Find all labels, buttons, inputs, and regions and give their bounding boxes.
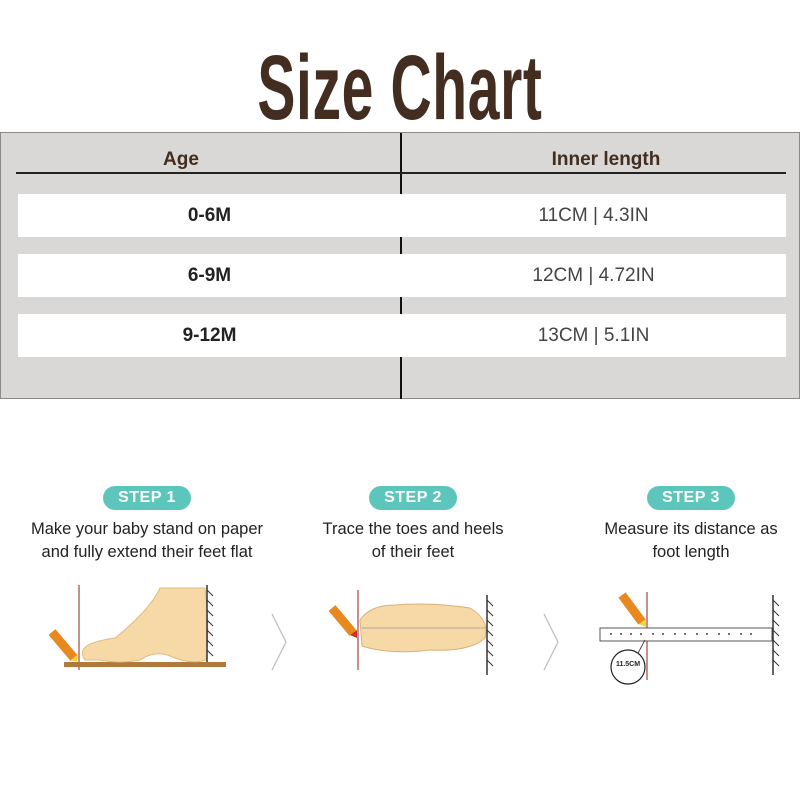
header-age: Age [163,149,199,170]
step-1: STEP 1 Make your baby stand on paper and … [17,486,277,564]
step-badge: STEP 1 [103,486,191,510]
pencil-icon [48,629,78,661]
length-cell: 11CM | 4.3IN [538,205,649,226]
table-row: 9-12M 13CM | 5.1IN [18,314,786,357]
table-row: 0-6M 11CM | 4.3IN [18,194,786,237]
pencil-icon [328,605,357,636]
chevron-right-icon [271,613,287,671]
step-3: STEP 3 Measure its distance as foot lengt… [561,486,800,564]
step-badge: STEP 2 [369,486,457,510]
length-cell: 12CM | 4.72IN [532,265,655,286]
table-row: 6-9M 12CM | 4.72IN [18,254,786,297]
step-text: of their feet [371,543,455,561]
header-inner-length: Inner length [551,149,661,170]
header-divider [16,172,786,174]
step-text: Make your baby stand on paper [30,520,264,538]
pencil-icon [618,592,646,625]
step-text: foot length [652,543,730,561]
age-cell: 6-9M [187,265,232,286]
ruler-label: 11.5CM [616,661,640,668]
length-cell: 13CM | 5.1IN [537,325,650,346]
size-table: Age Inner length 0-6M 11CM | 4.3IN 6-9M … [0,132,800,399]
step-badge: STEP 3 [647,486,735,510]
ruler-measuring-illustration: 11.5CM [599,592,780,685]
step-text: Trace the toes and heels [322,520,504,538]
age-cell: 0-6M [187,205,232,226]
title-text: Size Chart [257,37,543,139]
foot-standing-illustration [48,585,226,670]
step-text: Measure its distance as [604,520,778,538]
step-2: STEP 2 Trace the toes and heels of their … [283,486,543,564]
page-title: Size Chart [0,38,800,138]
age-cell: 9-12M [182,325,237,346]
chevron-right-icon [543,613,559,671]
foot-tracing-illustration [328,590,494,675]
step-text: and fully extend their feet flat [41,543,253,561]
